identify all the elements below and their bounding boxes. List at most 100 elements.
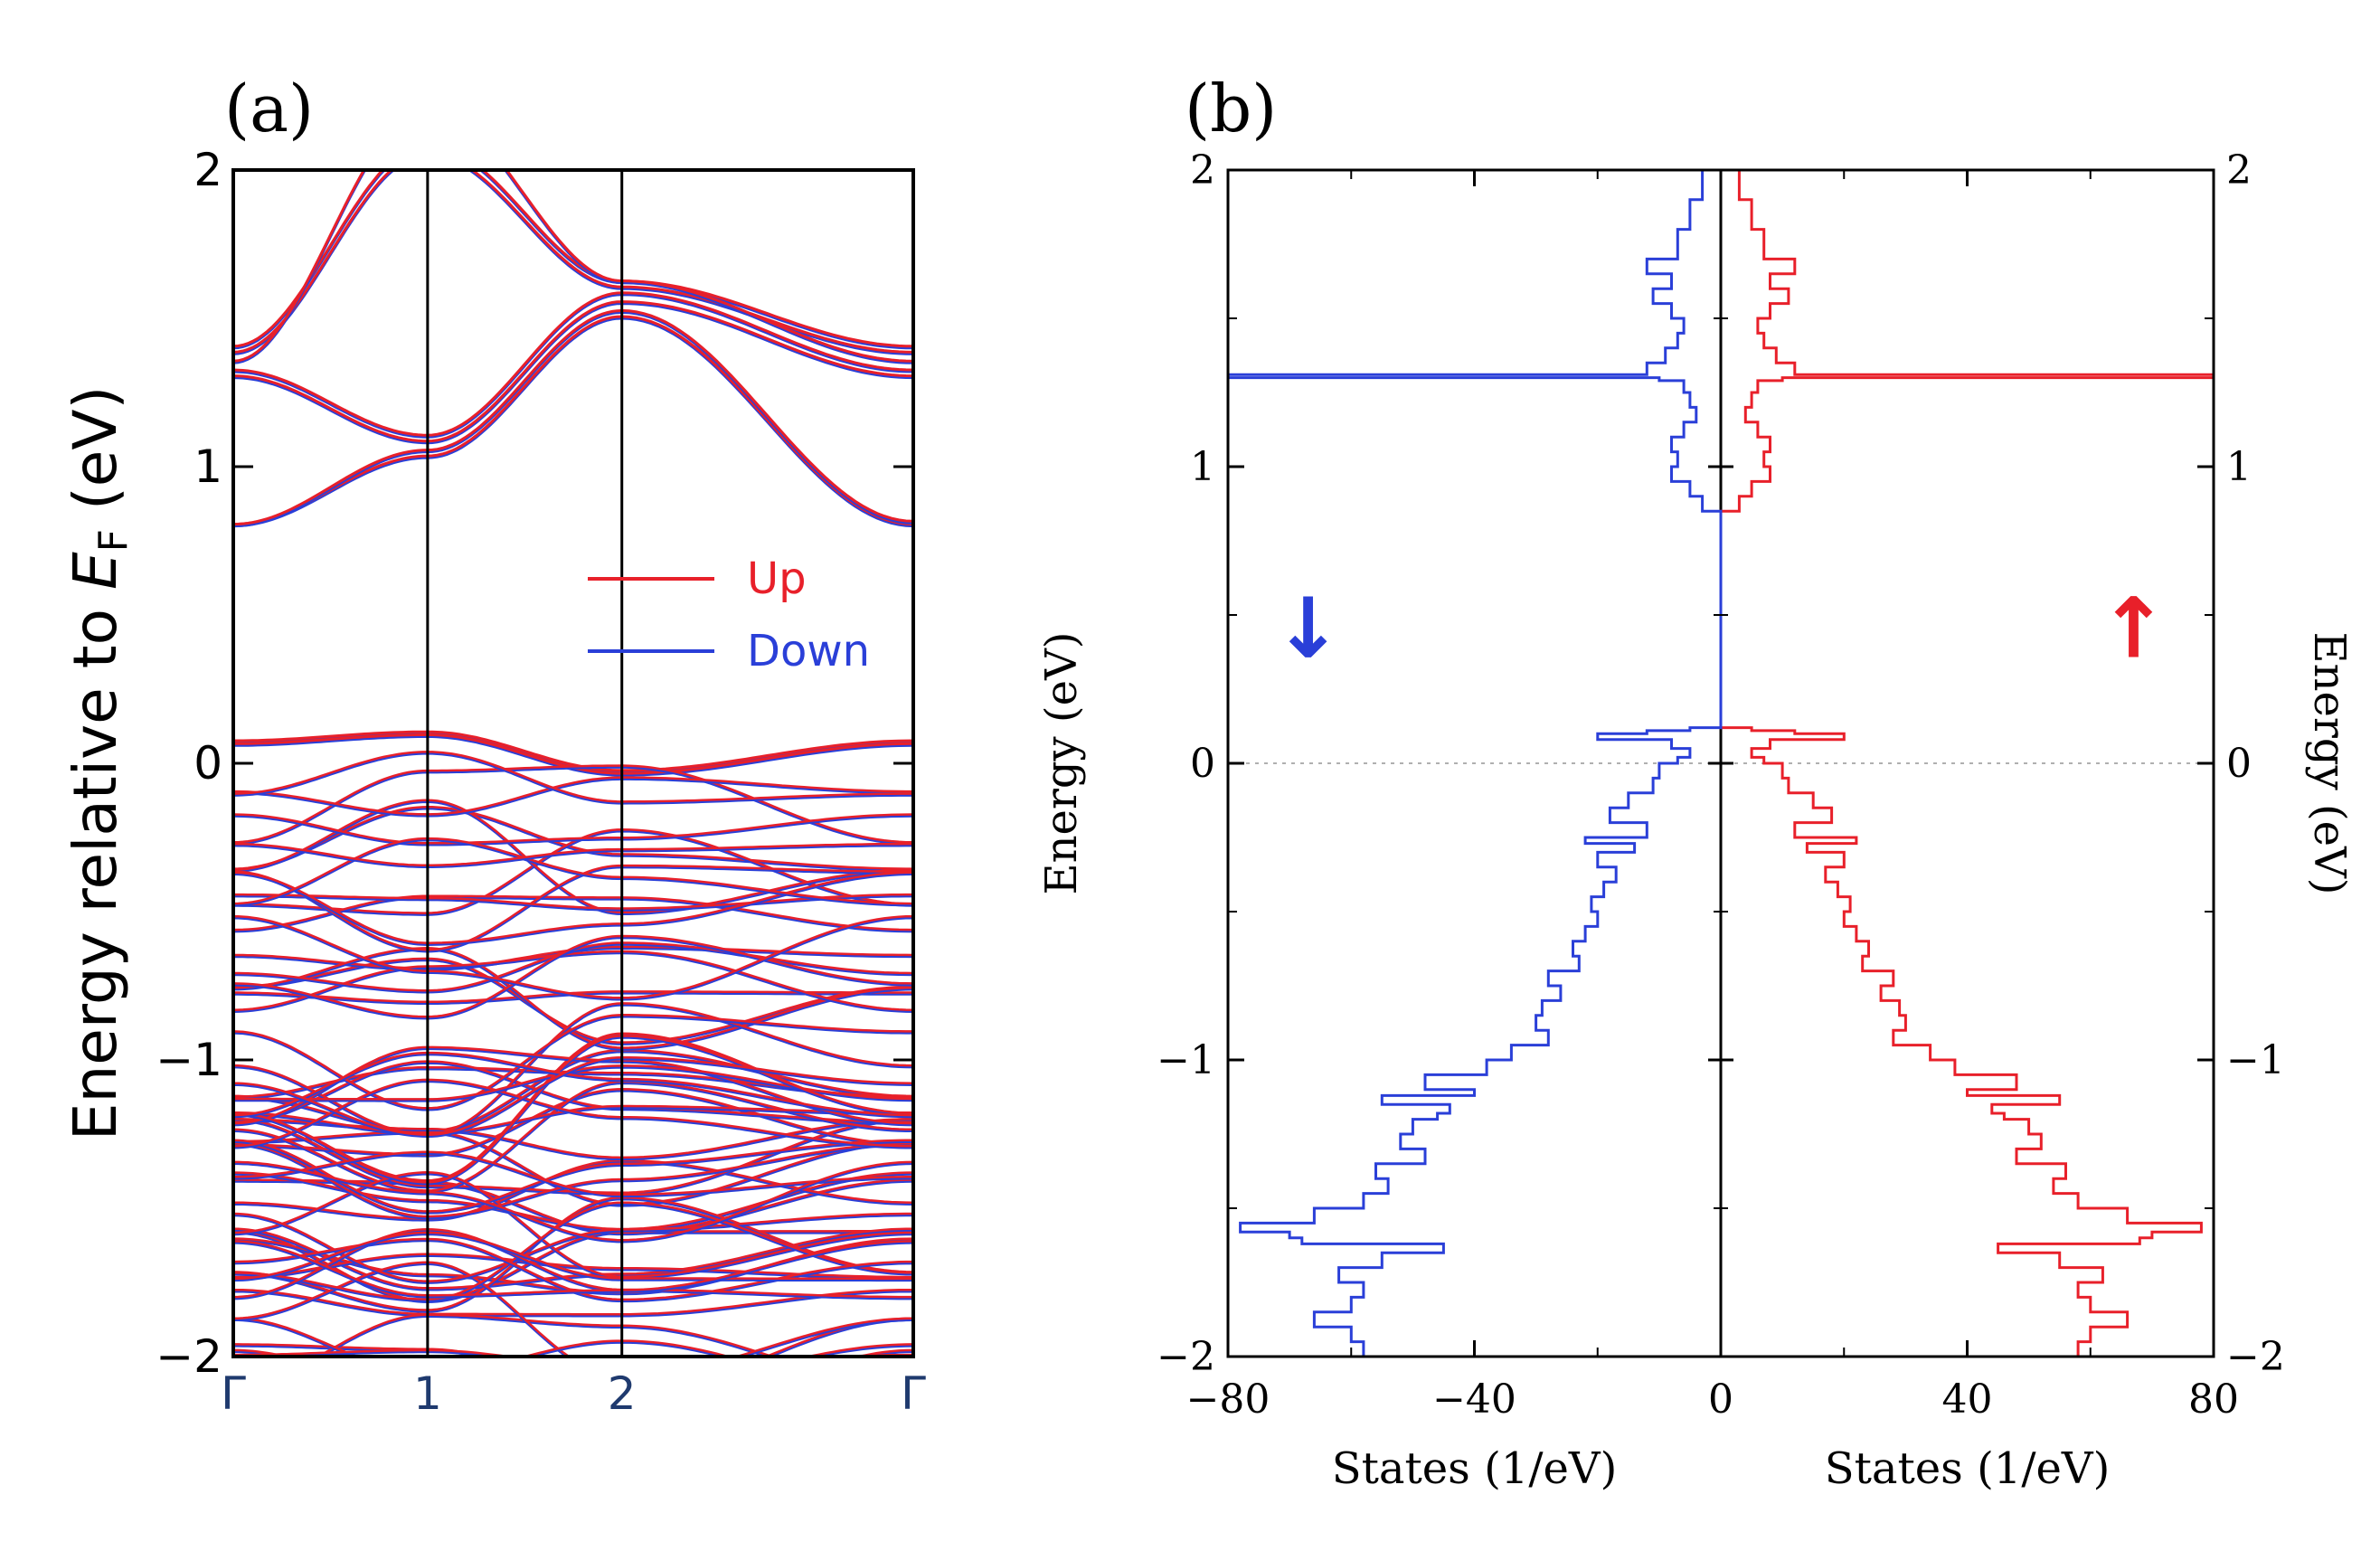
band-line-up xyxy=(233,1378,913,1456)
band-line-up xyxy=(233,893,913,910)
band-line-up xyxy=(233,950,913,1011)
band-line-down xyxy=(233,916,913,1001)
band-line-up xyxy=(233,1051,913,1117)
band-line-down xyxy=(233,1242,913,1299)
dos-line-right xyxy=(1719,170,2214,1357)
band-line-down xyxy=(233,1106,913,1136)
band-line-down xyxy=(233,302,913,445)
band-line-up xyxy=(233,776,913,816)
band-line-down xyxy=(233,951,913,1013)
band-line-down xyxy=(233,1230,913,1300)
spin-down-arrow-icon: ↓ xyxy=(1273,580,1343,676)
kpoint-label: Γ xyxy=(901,1367,926,1420)
spin-up-arrow-icon: ↑ xyxy=(2099,580,2168,676)
band-line-up xyxy=(233,733,913,775)
band-line-up xyxy=(233,1064,913,1101)
kpoint-label: 2 xyxy=(608,1367,637,1420)
band-line-down xyxy=(233,936,913,1020)
band-line-up xyxy=(233,1080,913,1192)
band-line-down xyxy=(233,1380,913,1409)
band-line-down xyxy=(233,1173,913,1280)
x-tick-label: 80 xyxy=(2188,1376,2239,1423)
band-line-down xyxy=(233,815,913,846)
band-line-up xyxy=(233,751,913,803)
band-line-down xyxy=(233,1395,913,1438)
x-tick-label: −40 xyxy=(1432,1376,1516,1423)
legend-label: Up xyxy=(747,553,807,604)
panel-b-letter: (b) xyxy=(1185,71,1277,147)
band-line-down xyxy=(233,865,913,953)
band-line-up xyxy=(233,170,913,363)
band-line-down xyxy=(233,1053,913,1119)
y-tick-label-right: −2 xyxy=(2226,1334,2285,1380)
band-line-up xyxy=(233,1261,913,1357)
y-tick-label-left: 2 xyxy=(1190,147,1215,194)
band-line-down xyxy=(233,1152,913,1198)
y-tick-label-left: 0 xyxy=(1190,741,1215,787)
panel-a-y-axis-label: Energy relative to EF (eV) xyxy=(61,386,137,1140)
band-line-up xyxy=(233,730,913,772)
band-line-down xyxy=(233,1036,913,1186)
band-line-down xyxy=(233,1233,913,1282)
band-line-down xyxy=(233,1057,913,1138)
y-tick-label: 1 xyxy=(194,440,222,493)
band-line-up xyxy=(233,291,913,437)
ylabel-main: Energy relative to xyxy=(61,590,130,1140)
band-line-down xyxy=(233,310,913,528)
band-line-up xyxy=(233,170,913,348)
band-line-down xyxy=(233,1319,913,1357)
band-line-up xyxy=(233,871,913,944)
dos-line-left xyxy=(1228,170,1723,1357)
band-line-up xyxy=(233,1104,913,1134)
y-tick-label-right: 1 xyxy=(2226,444,2252,490)
x-tick-label: −80 xyxy=(1186,1376,1270,1423)
x-axis-label-right: States (1/eV) xyxy=(1825,1443,2111,1494)
x-tick-label: 40 xyxy=(1942,1376,1993,1423)
band-line-down xyxy=(233,1144,913,1220)
band-line-up xyxy=(233,1201,913,1300)
y-axis-label-right: Energy (eV) xyxy=(2304,632,2355,895)
band-line-up xyxy=(233,1348,913,1357)
band-line-up xyxy=(233,1228,913,1299)
band-line-down xyxy=(233,959,913,1045)
band-line-up xyxy=(233,1343,913,1357)
band-line-up xyxy=(233,1014,913,1110)
band-line-down xyxy=(233,1080,913,1149)
band-line-down xyxy=(233,1062,913,1126)
legend: Up Down xyxy=(588,553,870,676)
kpoint-separators xyxy=(426,170,624,1357)
band-line-down xyxy=(233,1090,913,1158)
band-line-up xyxy=(233,842,913,866)
band-line-up xyxy=(233,1240,913,1297)
band-line-up xyxy=(233,1160,913,1242)
ylabel-sub: F xyxy=(90,529,137,552)
band-line-up xyxy=(233,1150,913,1196)
band-line-down xyxy=(233,844,913,868)
band-line-up xyxy=(233,308,913,526)
band-line-down xyxy=(233,752,913,805)
band-line-down xyxy=(233,1203,913,1302)
y-tick-label: −2 xyxy=(156,1330,222,1383)
band-line-down xyxy=(233,896,913,933)
band-line-down xyxy=(233,1239,913,1303)
panel-a-x-ticks: Γ 1 2 Γ xyxy=(221,1367,926,1420)
band-line-down xyxy=(233,1120,913,1161)
band-line-down xyxy=(233,1290,913,1318)
panel-b-ticks: −80 −40 0 40 80 2 1 0 −1 −2 2 1 0 −1 −2 xyxy=(1157,147,2285,1423)
band-line-down xyxy=(233,1350,913,1357)
x-axis-label-left: States (1/eV) xyxy=(1332,1443,1618,1494)
y-tick-label-right: 0 xyxy=(2226,741,2252,787)
band-line-up xyxy=(233,945,913,969)
band-line-up xyxy=(233,813,913,845)
band-line-down xyxy=(233,1082,913,1194)
y-tick-label-right: 2 xyxy=(2226,147,2252,194)
band-line-up xyxy=(233,1348,913,1357)
band-line-down xyxy=(233,293,913,439)
band-line-up xyxy=(233,1130,913,1206)
band-line-down xyxy=(233,778,913,818)
panel-a-letter: (a) xyxy=(224,71,314,147)
band-line-up xyxy=(233,1035,913,1184)
kpoint-label: Γ xyxy=(221,1367,246,1420)
band-line-up xyxy=(233,914,913,999)
panel-b-dos: (b) −80 −40 0 40 80 2 1 0 −1 −2 2 1 0 −1 −2 States (1/… xyxy=(1036,71,2355,1494)
